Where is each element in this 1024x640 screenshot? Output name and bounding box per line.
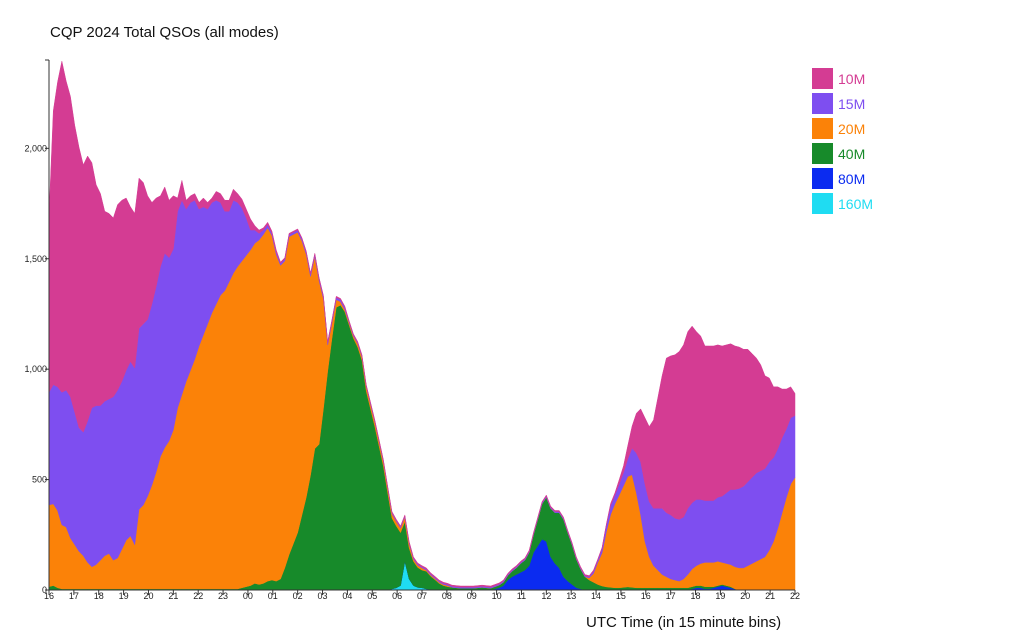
x-axis-label: UTC Time (in 15 minute bins) [586,614,782,631]
legend-label: 15M [838,95,866,112]
x-tick-label: 12 [541,591,551,601]
x-tick-label: 11 [517,591,526,601]
y-tick-group: 0 500 1,000 1,500 2,000 [24,59,49,595]
legend-swatch [812,143,833,164]
area-series-10m [48,61,796,588]
y-tick-label: 1,000 [24,364,47,374]
legend-label: 10M [838,70,866,87]
y-tick-label: 2,000 [24,143,47,153]
x-tick-label: 16 [44,591,54,601]
legend-item-160m: 160M [812,191,873,216]
x-tick-label: 09 [467,591,477,601]
x-tick-label: 22 [790,591,800,601]
x-tick-group: 16 17 18 19 20 21 22 23 00 01 02 03 04 05 06 07 08 09 10 11… [44,590,800,601]
x-tick-label: 02 [293,591,303,601]
x-tick-label: 20 [143,591,153,601]
legend-label: 80M [838,170,866,187]
legend-swatch [812,118,833,139]
x-tick-label: 21 [168,591,178,601]
legend-item-10m: 10M [812,66,873,91]
legend-item-15m: 15M [812,91,873,116]
x-tick-label: 21 [765,591,775,601]
x-tick-label: 06 [392,591,402,601]
y-tick-label: 0 [42,585,47,595]
legend-item-40m: 40M [812,141,873,166]
x-tick-label: 20 [740,591,750,601]
legend-swatch [812,68,833,89]
x-tick-label: 19 [715,591,725,601]
chart-title: CQP 2024 Total QSOs (all modes) [50,24,279,41]
legend-swatch [812,168,833,189]
x-tick-label: 16 [641,591,651,601]
legend: 10M 15M 20M 40M 80M 160M [812,66,873,216]
legend-swatch [812,93,833,114]
y-tick-label: 500 [32,475,47,485]
x-tick-label: 04 [342,591,352,601]
x-tick-label: 00 [243,591,253,601]
x-tick-label: 03 [318,591,328,601]
y-tick-label: 1,500 [24,254,47,264]
legend-label: 20M [838,120,866,137]
x-tick-label: 19 [119,591,129,601]
x-tick-label: 18 [691,591,701,601]
legend-label: 40M [838,145,866,162]
x-tick-label: 17 [666,591,676,601]
x-tick-label: 17 [69,591,79,601]
x-tick-label: 22 [193,591,203,601]
x-tick-label: 15 [616,591,626,601]
x-tick-label: 13 [566,591,576,601]
legend-label: 160M [838,195,874,212]
x-tick-label: 10 [492,591,502,601]
legend-item-20m: 20M [812,116,873,141]
x-tick-label: 14 [591,591,601,601]
x-tick-label: 23 [218,591,228,601]
x-tick-label: 05 [367,591,377,601]
x-tick-label: 01 [268,591,278,601]
x-tick-label: 08 [442,591,452,601]
x-tick-label: 07 [417,591,427,601]
legend-swatch [812,193,833,214]
legend-item-80m: 80M [812,166,873,191]
x-tick-label: 18 [94,591,104,601]
area-layer [48,61,796,591]
